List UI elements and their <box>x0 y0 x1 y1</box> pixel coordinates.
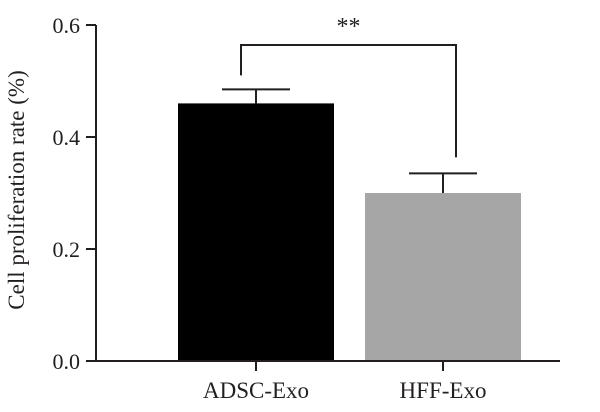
x-tick-label-adsc-exo: ADSC-Exo <box>203 378 309 403</box>
bar-adsc-exo <box>178 103 334 362</box>
significance-label: ** <box>337 14 361 40</box>
y-tick-label-2: 0.4 <box>53 125 81 150</box>
significance-bracket <box>240 44 457 158</box>
y-axis-label: Cell proliferation rate (%) <box>4 70 29 309</box>
y-tick-label-3: 0.6 <box>53 13 81 38</box>
x-tick-label-hff-exo: HFF-Exo <box>400 378 487 403</box>
y-tick-label-0: 0.0 <box>53 349 81 374</box>
y-tick-label-1: 0.2 <box>53 237 81 262</box>
bar-hff-exo <box>365 193 521 361</box>
plot-area: 0.0 0.2 0.4 0.6 ADSC-Exo HFF-Exo ** <box>53 13 560 403</box>
